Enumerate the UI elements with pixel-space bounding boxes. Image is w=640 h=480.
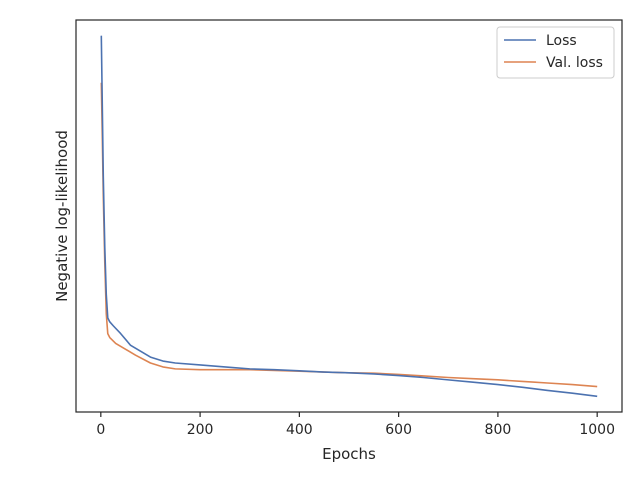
x-tick-label: 600 (385, 422, 412, 438)
legend-label-loss: Loss (546, 33, 577, 49)
x-tick-label: 400 (286, 422, 313, 438)
legend-label-val-loss: Val. loss (546, 55, 603, 71)
x-ticks: 0 200 400 600 800 1000 (96, 412, 615, 438)
series-line-val-loss (100, 82, 598, 388)
x-tick-label: 0 (96, 422, 105, 438)
y-axis-label: Negative log-likelihood (53, 130, 71, 302)
series-line-loss (100, 35, 598, 398)
x-axis-label: Epochs (322, 445, 376, 463)
plot-frame (75, 19, 623, 413)
legend: Loss Val. loss (496, 26, 615, 79)
x-tick-label: 800 (485, 422, 512, 438)
x-tick-label: 1000 (579, 422, 615, 438)
series-layer (100, 35, 598, 398)
x-tick-label: 200 (187, 422, 214, 438)
